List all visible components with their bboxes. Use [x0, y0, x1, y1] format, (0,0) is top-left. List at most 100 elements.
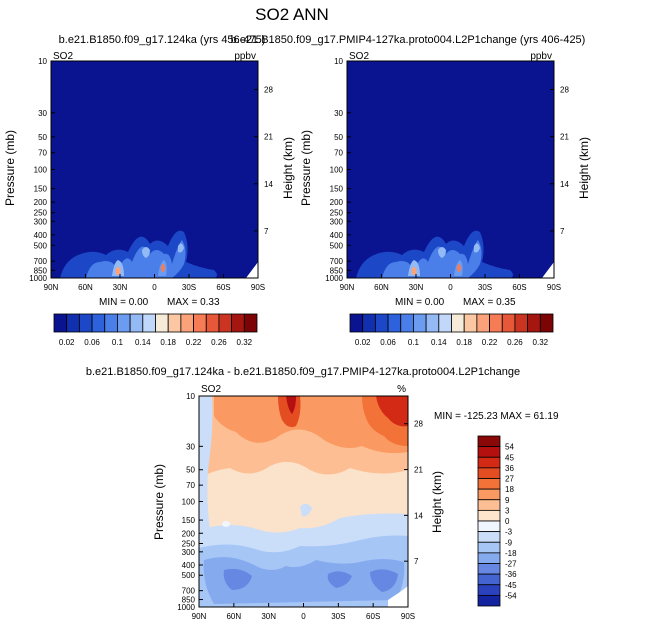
p3-ytick-label: 200 [182, 529, 196, 538]
colorbar-swatch [477, 456, 501, 469]
colorbar-swatch [142, 313, 156, 333]
p2-rtick-label: 21 [560, 133, 569, 142]
p2-xtick-label: 60S [512, 283, 526, 292]
panel-2-units: ppbv [530, 51, 552, 62]
panel-3-band-warm-4 [286, 396, 296, 414]
colorbar-label: 0.06 [84, 338, 100, 347]
p3-ytick-label: 100 [182, 498, 196, 507]
p2-ytick-label: 50 [334, 133, 343, 142]
p2-ytick-label: 1000 [325, 274, 343, 283]
p3-ytick-label: 150 [182, 516, 196, 525]
panel-1: b.e21.B1850.f09_g17.124ka (yrs 456-475) … [3, 34, 295, 347]
panel-2-title: b.e21.B1850.f09_g17.PMIP4-127ka.proto004… [231, 34, 586, 46]
p2-rtick-label: 14 [560, 180, 569, 189]
p1-xtick-label: 30N [113, 283, 128, 292]
colorbar-swatch [218, 313, 233, 333]
p1-ytick-label: 30 [38, 109, 47, 118]
colorbar-swatch [477, 573, 501, 586]
colorbar-label: -18 [505, 549, 517, 558]
panel-2-peak-1 [411, 267, 417, 275]
p3-ytick-label: 50 [186, 466, 195, 475]
panel-3-units: % [397, 384, 406, 395]
p2-ytick-label: 500 [330, 241, 344, 250]
colorbar-swatch [438, 313, 452, 333]
colorbar-label: -54 [505, 591, 517, 600]
colorbar-swatch [104, 313, 118, 333]
colorbar-swatch [477, 499, 501, 511]
p3-xtick-label: 30N [261, 612, 276, 621]
panel-1-peak-1 [115, 267, 121, 275]
p1-ytick-label: 100 [34, 166, 48, 175]
colorbar-swatch [91, 313, 106, 333]
colorbar-label: 0.02 [59, 338, 75, 347]
colorbar-swatch [477, 594, 501, 607]
p2-xtick-label: 90N [340, 283, 355, 292]
colorbar-label: 0.18 [160, 338, 176, 347]
p3-ytick-label: 1000 [177, 603, 195, 612]
colorbar-swatch [489, 313, 503, 333]
colorbar-label: 0.22 [186, 338, 202, 347]
colorbar-swatch [477, 467, 501, 479]
colorbar-swatch [527, 313, 541, 333]
p3-xtick-label: 30S [331, 612, 345, 621]
p3-ytick-label: 70 [186, 481, 195, 490]
panel-2-min: MIN = 0.00 [395, 297, 445, 308]
p3-ytick-label: 400 [182, 561, 196, 570]
panel-3-minmax: MIN = -125.23 MAX = 61.19 [434, 411, 559, 422]
p1-ytick-label: 250 [34, 209, 48, 218]
panel-1-ylabel-right: Height (km) [281, 137, 295, 199]
colorbar-label: 36 [505, 464, 514, 473]
p2-ytick-label: 250 [330, 209, 344, 218]
p3-ytick-label: 300 [182, 548, 196, 557]
colorbar-label: 54 [505, 443, 514, 452]
p2-ytick-label: 700 [330, 257, 344, 266]
colorbar-label: 27 [505, 475, 514, 484]
colorbar-swatch [167, 313, 182, 333]
colorbar-swatch [400, 313, 414, 333]
colorbar-label: 0.18 [456, 338, 472, 347]
colorbar-label: 45 [505, 453, 514, 462]
colorbar-swatch [477, 446, 501, 458]
p1-rtick-label: 14 [264, 180, 273, 189]
panel-3-band-warm-2 [214, 396, 408, 454]
p3-xtick-label: 90N [192, 612, 207, 621]
p2-ytick-label: 70 [334, 149, 343, 158]
panel-2-band-4 [438, 247, 446, 258]
colorbar-label: 0.14 [431, 338, 447, 347]
panel-1-topography [246, 262, 258, 278]
p1-ytick-label: 10 [38, 57, 47, 66]
panel-3-band-warm-6 [376, 396, 408, 427]
p2-ytick-label: 30 [334, 109, 343, 118]
p1-xtick-label: 0 [152, 283, 157, 292]
panel-2-topography [542, 262, 554, 278]
panel-1-units: ppbv [234, 51, 256, 62]
colorbar-label: 0.14 [135, 338, 151, 347]
p2-xtick-label: 0 [448, 283, 453, 292]
p2-xtick-label: 30S [478, 283, 492, 292]
p2-ytick-label: 10 [334, 57, 343, 66]
p2-ytick-label: 200 [330, 198, 344, 207]
colorbar-swatch [53, 313, 68, 333]
p3-rtick-label: 14 [414, 511, 423, 520]
panel-2-ylabel: Pressure (mb) [299, 130, 313, 206]
panel-3-spot-2 [300, 503, 312, 517]
panel-3-band-cool-5 [327, 571, 352, 588]
panel-1-band-5 [178, 243, 184, 253]
colorbar-swatch [477, 552, 501, 564]
panel-2-band-5 [474, 243, 480, 253]
colorbar-swatch [117, 313, 131, 333]
p2-ytick-label: 850 [330, 266, 344, 275]
panel-1-min: MIN = 0.00 [99, 297, 149, 308]
panel-1-title: b.e21.B1850.f09_g17.124ka (yrs 456-475) [59, 34, 266, 46]
panel-3-band-cool-4 [223, 568, 252, 590]
figure-title: SO2 ANN [255, 5, 329, 24]
p2-xtick-label: 60N [374, 283, 389, 292]
colorbar-label: 0.1 [408, 338, 420, 347]
p3-rtick-label: 28 [414, 420, 423, 429]
panel-1-max: MAX = 0.33 [167, 297, 220, 308]
colorbar-label: 0.22 [482, 338, 498, 347]
panel-3-variable: SO2 [201, 384, 221, 395]
p1-xtick-label: 60N [78, 283, 93, 292]
colorbar-swatch [231, 313, 245, 333]
panel-3-ylabel-right: Height (km) [430, 471, 444, 533]
